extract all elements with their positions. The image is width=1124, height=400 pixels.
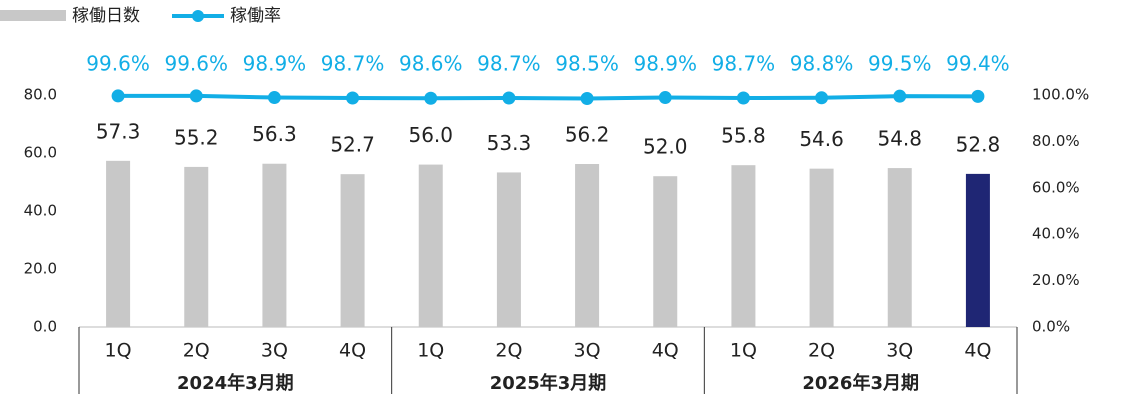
legend-swatch xyxy=(192,10,204,22)
line-value-label: 98.5% xyxy=(555,52,619,76)
x-tick-label: 2Q xyxy=(495,340,522,362)
line-value-label: 98.8% xyxy=(790,52,854,76)
bar-value-label: 52.8 xyxy=(956,132,1001,156)
y-tick-label: 20.0 xyxy=(24,260,57,278)
x-tick-label: 4Q xyxy=(964,340,991,362)
bar-value-label: 55.2 xyxy=(174,125,219,149)
x-tick-label: 2Q xyxy=(808,340,835,362)
bar-value-label: 56.0 xyxy=(408,123,453,147)
x-tick-label: 2Q xyxy=(183,340,210,362)
bar-value-label: 54.6 xyxy=(799,127,844,151)
y2-tick-label: 80.0% xyxy=(1032,132,1080,150)
line xyxy=(118,93,978,101)
line-marker xyxy=(971,89,985,103)
bar xyxy=(262,163,287,327)
x-tick-label: 3Q xyxy=(261,340,288,362)
bar xyxy=(965,173,990,327)
bar xyxy=(340,174,365,327)
bar xyxy=(106,160,131,327)
group-label: 2024年3月期 xyxy=(177,372,294,394)
y2-tick-label: 20.0% xyxy=(1032,271,1080,289)
line-value-label: 98.7% xyxy=(477,52,541,76)
line-marker xyxy=(267,91,281,105)
bar xyxy=(653,176,678,327)
y2-tick-label: 0.0% xyxy=(1032,318,1070,336)
line-marker xyxy=(736,91,750,105)
bar-value-label: 56.3 xyxy=(252,122,297,146)
line-marker xyxy=(111,89,125,103)
group-label: 2025年3月期 xyxy=(490,372,607,394)
legend-label: 稼働率 xyxy=(230,6,281,26)
line-value-label: 99.4% xyxy=(946,52,1010,76)
x-tick-label: 1Q xyxy=(105,340,132,362)
line-value-label: 98.6% xyxy=(399,52,463,76)
line-value-label: 98.7% xyxy=(712,52,776,76)
group-label: 2026年3月期 xyxy=(802,372,919,394)
line-marker xyxy=(346,91,360,105)
line-value-label: 99.5% xyxy=(868,52,932,76)
bar-value-label: 53.3 xyxy=(487,131,532,155)
line-marker xyxy=(424,91,438,105)
y2-tick-label: 60.0% xyxy=(1032,178,1080,196)
bar-value-label: 52.7 xyxy=(330,133,375,157)
bar xyxy=(496,172,521,327)
line-value-label: 99.6% xyxy=(164,52,228,76)
bar-value-label: 56.2 xyxy=(565,123,610,147)
bar xyxy=(184,166,209,327)
line-marker xyxy=(658,91,672,105)
bar-value-label: 54.8 xyxy=(877,127,922,151)
line-marker xyxy=(580,91,594,105)
line-marker xyxy=(502,91,516,105)
bar xyxy=(887,168,912,327)
bar xyxy=(418,164,443,327)
x-tick-label: 4Q xyxy=(339,340,366,362)
y-tick-label: 80.0 xyxy=(24,86,57,104)
y2-tick-label: 100.0% xyxy=(1032,86,1089,104)
legend-label: 稼働日数 xyxy=(72,6,140,26)
line-value-label: 99.6% xyxy=(86,52,150,76)
x-tick-label: 1Q xyxy=(730,340,757,362)
y-tick-label: 40.0 xyxy=(24,202,57,220)
bar-value-label: 55.8 xyxy=(721,124,766,148)
legend-swatch xyxy=(0,10,66,21)
x-tick-label: 1Q xyxy=(417,340,444,362)
line-value-label: 98.9% xyxy=(243,52,307,76)
bar xyxy=(731,165,756,327)
x-tick-label: 3Q xyxy=(886,340,913,362)
y-tick-label: 60.0 xyxy=(24,144,57,162)
y-tick-label: 0.0 xyxy=(33,318,57,336)
line-marker xyxy=(189,89,203,103)
line-value-label: 98.9% xyxy=(633,52,697,76)
x-tick-label: 3Q xyxy=(574,340,601,362)
bar-value-label: 57.3 xyxy=(96,119,141,143)
x-tick-label: 4Q xyxy=(652,340,679,362)
bar xyxy=(575,164,600,327)
line-value-label: 98.7% xyxy=(321,52,385,76)
y2-tick-label: 40.0% xyxy=(1032,225,1080,243)
line-marker xyxy=(815,91,829,105)
line-marker xyxy=(893,89,907,103)
bar xyxy=(809,168,834,327)
bar-value-label: 52.0 xyxy=(643,135,688,159)
